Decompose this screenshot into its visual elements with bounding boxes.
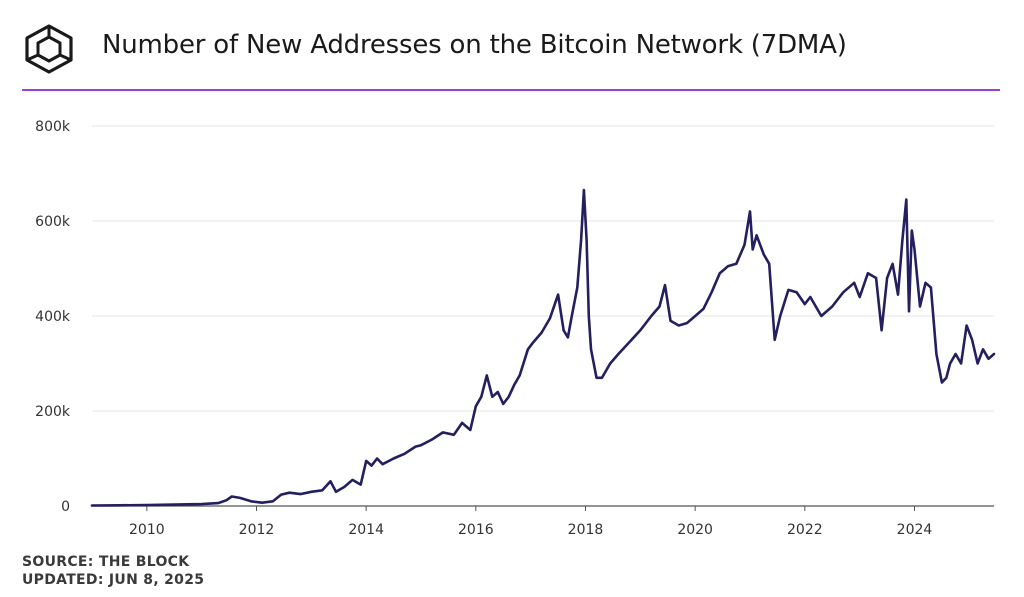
grid-lines bbox=[92, 125, 994, 412]
source-label: SOURCE: THE BLOCK bbox=[22, 554, 190, 570]
x-tick-label: 2016 bbox=[458, 522, 494, 538]
x-tick-label: 2014 bbox=[348, 522, 384, 538]
x-tick-label: 2020 bbox=[677, 522, 713, 538]
y-tick-label: 800k bbox=[35, 119, 71, 135]
x-tick-label: 2012 bbox=[239, 522, 275, 538]
x-tick-label: 2018 bbox=[568, 522, 604, 538]
y-tick-label: 0 bbox=[61, 499, 70, 515]
x-tick-label: 2022 bbox=[787, 522, 823, 538]
chart-header: Number of New Addresses on the Bitcoin N… bbox=[0, 0, 1024, 91]
the-block-cube-icon bbox=[25, 24, 73, 74]
y-tick-label: 400k bbox=[35, 309, 71, 325]
series-line-new-addresses bbox=[90, 188, 996, 507]
y-axis-ticks: 0 200k 400k 600k 800k bbox=[35, 119, 71, 515]
y-tick-label: 600k bbox=[35, 214, 71, 230]
x-tick-label: 2010 bbox=[129, 522, 165, 538]
chart-footer: SOURCE: THE BLOCK UPDATED: JUN 8, 2025 bbox=[22, 553, 204, 589]
accent-divider bbox=[22, 89, 1000, 91]
chart-title: Number of New Addresses on the Bitcoin N… bbox=[102, 30, 847, 60]
x-axis-ticks: 2010 2012 2014 2016 2018 2020 2022 2024 bbox=[129, 506, 932, 538]
y-tick-label: 200k bbox=[35, 404, 71, 420]
x-tick-label: 2024 bbox=[897, 522, 933, 538]
updated-label: UPDATED: JUN 8, 2025 bbox=[22, 572, 205, 588]
